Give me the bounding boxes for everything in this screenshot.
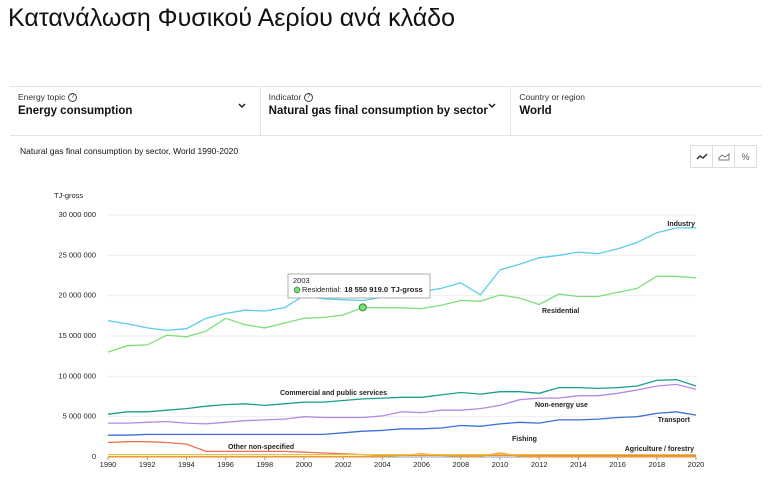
selector-label: Energy topic [18,92,66,102]
x-tick-label: 1996 [217,460,234,469]
x-tick-label: 2008 [452,460,469,469]
series-label: Residential [542,308,579,315]
view-buttons: % [690,145,757,168]
x-tick-label: 2004 [374,460,391,469]
series-label: Commercial and public services [280,390,387,397]
y-tick-label: 15 000 000 [58,331,96,340]
tooltip-text: Residential: 18 550 919.0 TJ-gross [302,285,423,294]
hover-marker [358,303,367,312]
y-tick-label: 20 000 000 [58,291,96,300]
series-label: Other non-specified [228,444,294,451]
tooltip-value: 18 550 919.0 [344,285,388,294]
y-tick-label: 0 [92,452,96,461]
x-tick-label: 2020 [688,460,705,469]
selector[interactable]: Energy topic? Energy consumption [10,87,261,135]
x-tick-label: 2010 [492,460,509,469]
series-label: Agriculture / forestry [625,446,694,453]
selector-value: Natural gas final consumption by sector [268,105,488,118]
selector[interactable]: Indicator? Natural gas final consumption… [261,87,512,135]
y-tick-label: 5 000 000 [63,412,96,421]
selector-label: Indicator [268,92,302,102]
selector[interactable]: Country or region World [511,87,762,135]
x-tick-label: 2002 [335,460,352,469]
x-tick-label: 1990 [100,460,117,469]
selector-bar: Energy topic? Energy consumption Indicat… [10,86,762,136]
selector-value: World [519,105,552,117]
series-line [107,441,696,457]
chart-title: Natural gas final consumption by sector,… [20,146,239,156]
series-label: Fishing [512,436,537,443]
series-line [107,275,697,353]
line-view-button[interactable] [691,146,713,167]
chevron [238,103,246,109]
series-line [108,383,697,425]
chevron [488,103,496,109]
area-view-button[interactable] [713,146,735,167]
x-tick-label: 1994 [178,460,195,469]
x-tick-label: 2000 [296,460,313,469]
tooltip-title: 2003 [293,276,310,285]
x-tick-label: 2014 [570,460,587,469]
series-label: Industry [667,221,695,228]
percent-view-button[interactable]: % [741,151,750,162]
series-line [108,411,697,436]
line-icon [696,153,707,159]
selector-value: Energy consumption [18,105,133,118]
x-tick-label: 1998 [256,460,273,469]
tooltip-unit: TJ-gross [391,285,423,294]
y-tick-label: 10 000 000 [58,371,96,380]
x-tick-label: 2016 [609,460,626,469]
x-tick-label: 2018 [648,460,665,469]
tooltip-box [287,273,431,299]
page-title: Κατανάλωση Φυσικού Αερίου ανά κλάδο [8,4,455,32]
series-line [107,378,697,415]
x-tick-label: 2012 [531,460,548,469]
series-line [108,452,696,458]
y-axis-label: TJ-gross [54,191,83,200]
x-tick-label: 1992 [139,460,156,469]
x-tick-label: 2006 [413,460,430,469]
tooltip-swatch [293,286,301,294]
series-line [107,227,696,332]
info-icon[interactable]: ? [68,93,78,103]
selector-label: Country or region [519,92,586,102]
tooltip-series: Residential: [302,285,341,294]
info-icon[interactable]: ? [304,93,314,103]
y-tick-label: 25 000 000 [58,250,96,259]
series-label: Non-energy use [535,402,588,409]
y-tick-label: 30 000 000 [58,210,96,219]
series-label: Transport [658,417,691,424]
area-icon [718,152,729,160]
